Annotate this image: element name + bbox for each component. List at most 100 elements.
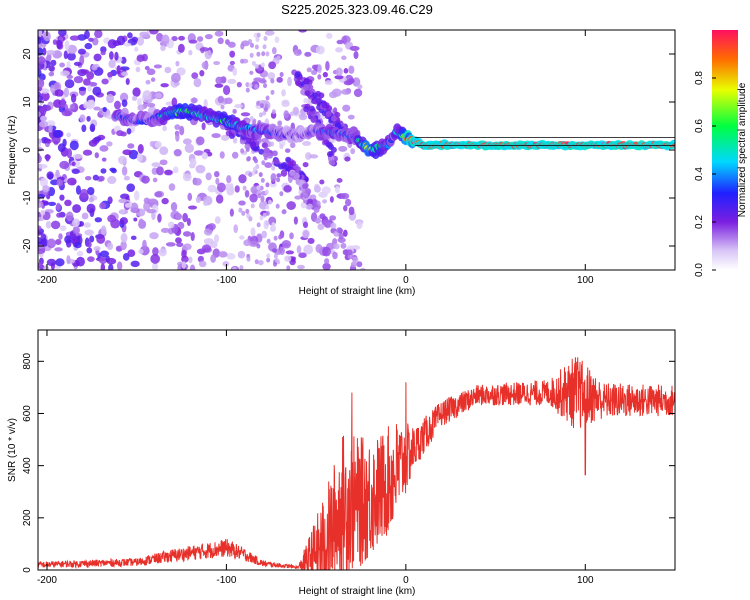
spectrogram-blob xyxy=(254,44,259,50)
spectrogram-blob xyxy=(66,132,71,138)
spectrogram-blob xyxy=(120,66,130,71)
spectrogram-blob xyxy=(71,168,80,175)
spectrogram-blob xyxy=(114,51,119,61)
spectrogram-blob xyxy=(289,170,296,177)
spectrogram-blob xyxy=(310,116,317,123)
spectrogram-blob xyxy=(305,152,312,160)
spectrogram-blob xyxy=(82,149,93,156)
spectrogram-blob xyxy=(222,261,230,267)
spectrogram-blob xyxy=(162,125,167,132)
spectrogram-blob xyxy=(181,255,189,263)
spectrogram-blob xyxy=(170,202,178,212)
spectrogram-blob xyxy=(219,151,225,159)
spectrogram-blob xyxy=(303,77,310,84)
spectrogram-blob xyxy=(59,160,70,170)
spectrogram-blob xyxy=(315,243,323,253)
spectrogram-blob xyxy=(259,103,264,109)
spectrogram-blob xyxy=(250,227,256,237)
spectrogram-blob xyxy=(279,246,285,256)
spectrogram-blob xyxy=(289,232,294,240)
spectrogram-content xyxy=(38,30,675,270)
spectrogram-blob xyxy=(142,239,147,250)
spectrogram-blob xyxy=(265,51,270,57)
spectrogram-blob xyxy=(333,107,338,114)
spectrogram-blob xyxy=(232,67,238,77)
spectrogram-blob xyxy=(177,43,185,53)
colorbar-ticks: 0.0 0.2 0.4 0.6 0.8 xyxy=(694,71,716,277)
spectrogram-blob xyxy=(127,249,136,257)
spectrogram-blob xyxy=(241,210,246,216)
spectrogram-blob xyxy=(60,70,70,77)
spectrogram-blob xyxy=(266,238,271,244)
spectrogram-blob xyxy=(326,151,333,158)
spectrogram-blob xyxy=(101,157,107,162)
spectrogram-blob xyxy=(123,42,132,47)
spectrogram-blob xyxy=(258,99,269,105)
spectrogram-blob xyxy=(78,221,85,227)
spectrogram-blob xyxy=(271,109,276,115)
spectrogram-blob xyxy=(71,161,76,167)
spectrogram-blob xyxy=(74,242,82,249)
spectrogram-blob xyxy=(54,247,63,252)
spectrogram-blob xyxy=(197,36,204,42)
spectrogram-blob xyxy=(119,217,128,225)
spectrogram-blob xyxy=(257,260,264,266)
spectrogram-blob xyxy=(311,69,318,76)
spectrogram-blob xyxy=(86,203,96,214)
spectrogram-blob xyxy=(69,35,80,41)
spectrogram-blob xyxy=(183,243,192,251)
spectrogram-blob xyxy=(213,61,221,66)
spectrogram-blob xyxy=(150,77,156,82)
spectrogram-blob xyxy=(227,78,237,84)
spectrogram-blob xyxy=(279,191,284,197)
y-tick-label: 200 xyxy=(22,509,33,526)
spectrogram-blob xyxy=(38,163,48,169)
spectrogram-blob xyxy=(193,178,202,186)
spectrogram-blob xyxy=(321,186,331,195)
spectrogram-blob xyxy=(335,47,343,53)
spectrogram-blob xyxy=(214,30,224,37)
spectrogram-blob xyxy=(276,55,281,61)
spectrogram-blob xyxy=(306,67,312,73)
spectrogram-blob xyxy=(338,232,344,240)
spectrogram-blob xyxy=(201,61,209,70)
spectrogram-blob xyxy=(346,249,353,256)
spectrogram-blob xyxy=(265,220,270,226)
spectrogram-blob xyxy=(251,170,256,176)
spectrogram-blob xyxy=(258,112,263,118)
spectrogram-blob xyxy=(165,242,176,247)
spectrogram-blob xyxy=(266,257,271,263)
spectrogram-blob xyxy=(175,237,182,244)
spectrogram-blob xyxy=(203,200,209,206)
spectrogram-blob xyxy=(343,68,349,74)
spectrogram-blob xyxy=(284,148,291,153)
spectrogram-blob xyxy=(352,256,359,263)
spectrogram-blob xyxy=(50,84,56,94)
spectrogram-blob xyxy=(175,213,182,221)
spectrogram-blob xyxy=(43,31,51,42)
spectrogram-blob xyxy=(264,30,275,36)
spectrogram-blob xyxy=(182,231,192,237)
spectrogram-blob xyxy=(248,172,253,178)
spectrogram-blob xyxy=(81,212,89,220)
spectrogram-blob xyxy=(239,235,245,240)
spectrogram-blob xyxy=(207,223,216,231)
spectrogram-blob xyxy=(55,258,65,267)
spectrogram-blob xyxy=(260,195,265,201)
spectrogram-blob xyxy=(174,124,181,130)
spectrogram-blob xyxy=(242,185,247,191)
spectrogram-blob xyxy=(262,44,267,50)
spectrogram-blob xyxy=(186,218,191,226)
spectrogram-blob xyxy=(273,253,278,259)
spectrogram-blob xyxy=(159,146,169,156)
spectrogram-blob xyxy=(327,144,334,151)
spectrogram-blob xyxy=(204,34,213,40)
spectrogram-blob xyxy=(295,80,302,87)
spectrogram-blob xyxy=(249,42,254,48)
spectrogram-blob xyxy=(338,145,348,152)
spectrogram-blob xyxy=(39,120,49,128)
spectrogram-blob xyxy=(356,261,363,268)
spectrogram-blob xyxy=(319,179,325,185)
spectrogram-blob xyxy=(116,130,124,137)
spectrogram-blob xyxy=(321,219,328,226)
